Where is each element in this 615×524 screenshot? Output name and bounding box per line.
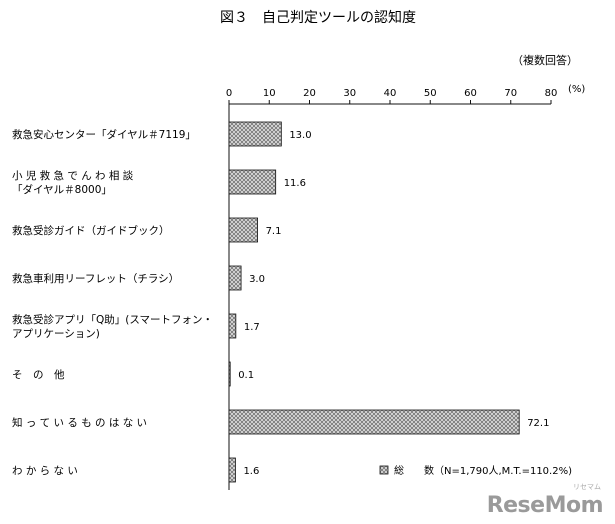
x-tick-label: 50: [424, 88, 437, 99]
watermark-logo: ReseMom: [486, 493, 604, 518]
category-labels: 救急安心センター「ダイヤル＃7119」小 児 救 急 で ん わ 相 談「ダイヤ…: [12, 128, 213, 477]
x-tick-label: 10: [263, 88, 276, 99]
category-label: 知 っ て い る も の は な い: [12, 416, 147, 429]
x-tick-label: 20: [303, 88, 316, 99]
bar: [228, 121, 282, 147]
category-label: 救急車利用リーフレット（チラシ）: [12, 272, 179, 285]
bar-value-label: 72.1: [527, 418, 549, 429]
category-label-line: 小 児 救 急 で ん わ 相 談: [12, 169, 134, 182]
bar-value-label: 13.0: [289, 130, 311, 141]
category-label: 救急安心センター「ダイヤル＃7119」: [12, 128, 196, 141]
category-label-line: 知 っ て い る も の は な い: [12, 416, 147, 429]
bar: [228, 409, 520, 435]
legend-label: 総 数（N=1,790人,M.T.=110.2%): [394, 464, 572, 477]
category-label: わ か ら な い: [12, 465, 78, 477]
bar-value-label: 1.7: [244, 322, 260, 333]
category-label-line: アプリケーション): [12, 328, 100, 340]
bar: [228, 217, 258, 243]
bar-value-label: 7.1: [266, 226, 282, 237]
category-label-line: 「ダイヤル＃8000」: [12, 183, 112, 196]
bar: [228, 169, 277, 195]
category-label: 救急受診ガイド（ガイドブック）: [12, 224, 170, 237]
bar: [228, 457, 236, 483]
x-tick-label: 0: [226, 88, 232, 99]
category-label-line: 救急安心センター「ダイヤル＃7119」: [12, 128, 196, 141]
bar-value-label: 1.6: [243, 466, 259, 477]
bar: [228, 265, 242, 291]
category-label: そ の 他: [12, 368, 65, 381]
axis-unit: (%): [568, 84, 585, 95]
chart-title: 図３ 自己判定ツールの認知度: [220, 9, 416, 26]
legend-swatch: [379, 465, 389, 475]
x-tick-label: 60: [464, 88, 477, 99]
watermark-subtext: リセマム: [573, 483, 601, 491]
category-label-line: そ の 他: [12, 368, 65, 381]
chart-note: （複数回答）: [512, 53, 578, 67]
x-tick-label: 80: [545, 88, 558, 99]
category-label: 小 児 救 急 で ん わ 相 談「ダイヤル＃8000」: [12, 169, 134, 196]
bar-value-label: 0.1: [238, 370, 254, 381]
bar: [228, 361, 231, 387]
bar: [228, 313, 237, 339]
legend: 総 数（N=1,790人,M.T.=110.2%): [379, 464, 572, 477]
category-label-line: 救急受診アプリ「Q助」(スマートフォン・: [12, 313, 213, 326]
x-tick-label: 40: [384, 88, 397, 99]
category-label-line: わ か ら な い: [12, 465, 78, 477]
bar-value-label: 11.6: [284, 178, 306, 189]
category-label-line: 救急車利用リーフレット（チラシ）: [12, 272, 179, 285]
category-label: 救急受診アプリ「Q助」(スマートフォン・アプリケーション): [12, 313, 213, 340]
x-axis-ticks: 0 10 20 30 40 50 60 70 80: [226, 88, 558, 490]
bar-value-label: 3.0: [249, 274, 265, 285]
bars: 13.0 11.6 7.1 3.0 1.7 0.1 72.1 1.6: [228, 121, 549, 483]
x-tick-label: 30: [343, 88, 356, 99]
x-tick-label: 70: [504, 88, 517, 99]
category-label-line: 救急受診ガイド（ガイドブック）: [12, 224, 170, 237]
